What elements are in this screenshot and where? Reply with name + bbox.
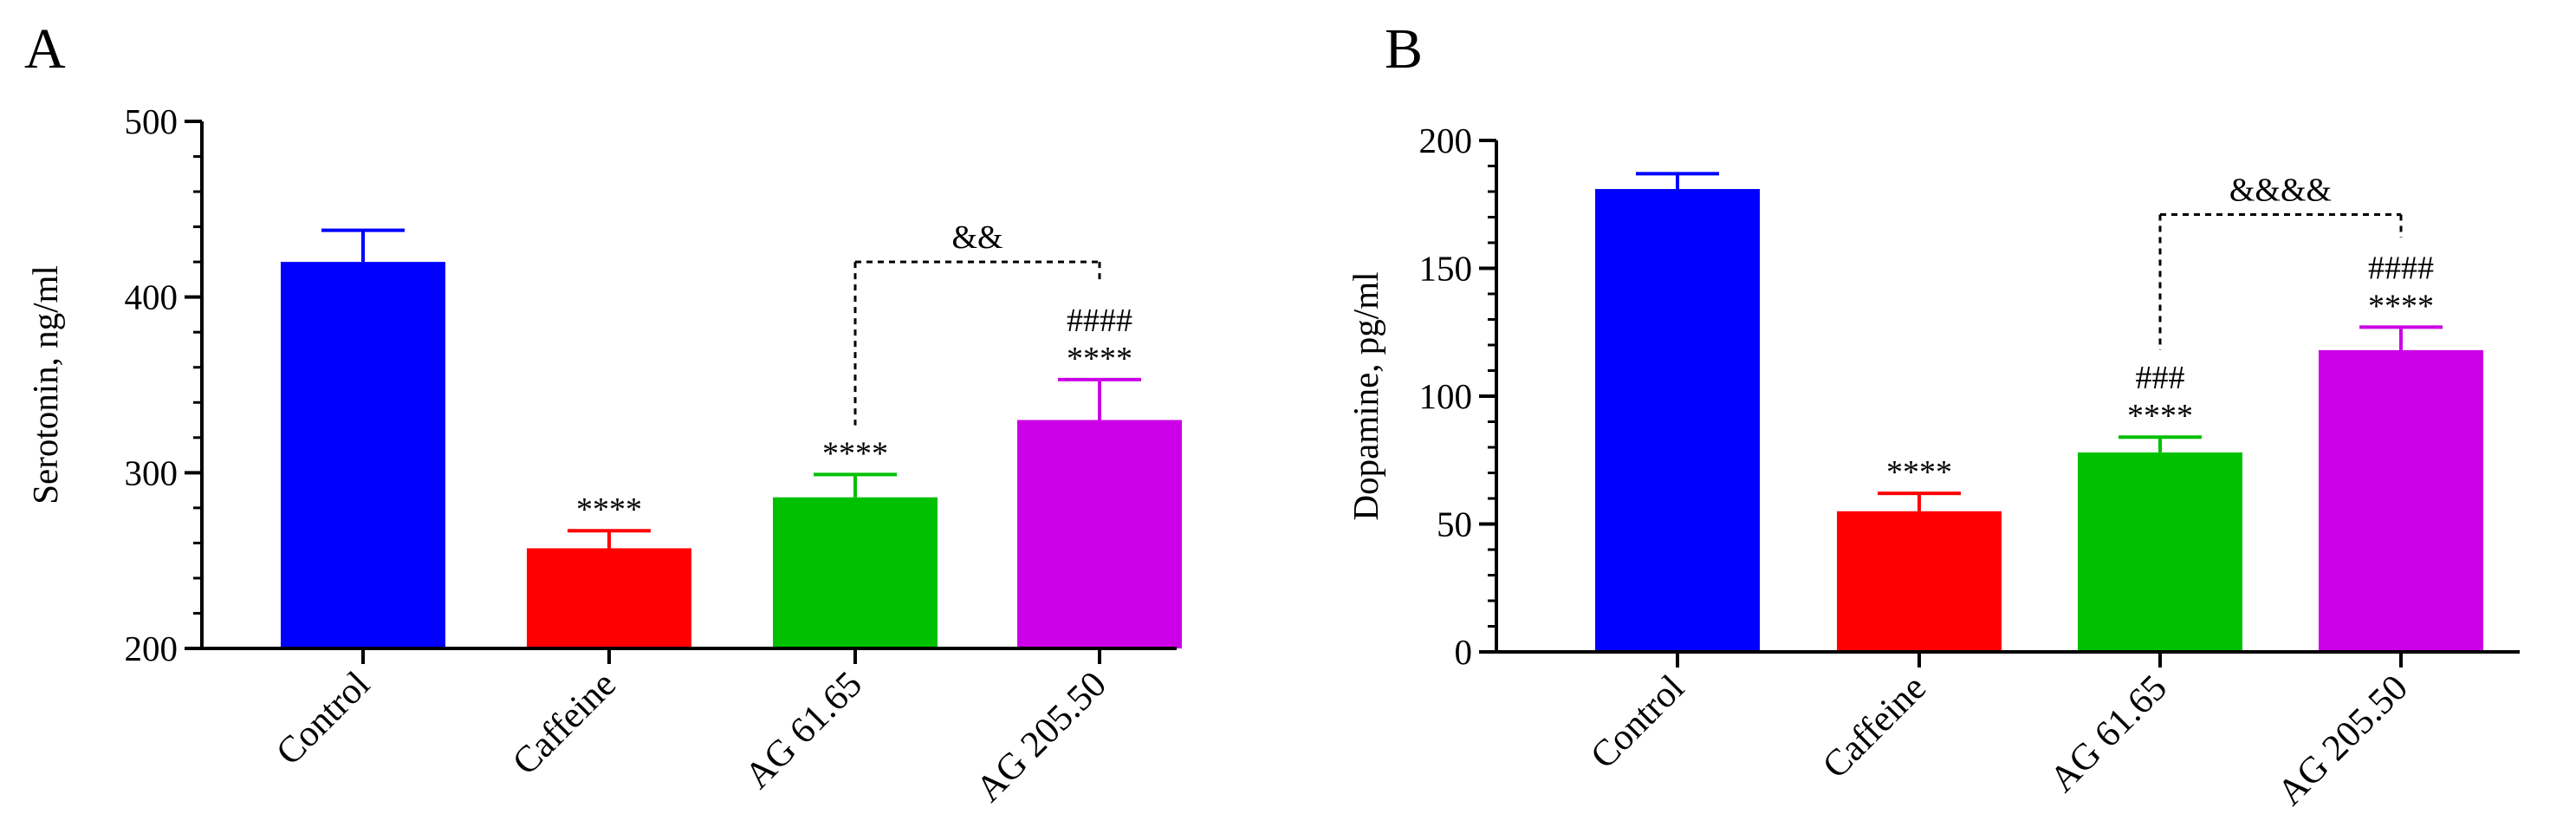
x-tick-label: Control	[1583, 667, 1692, 777]
significance-marker: ****	[1886, 454, 1952, 491]
panel-a: A Serotonin, ng/ml 200 300 400 500 Control Caff…	[24, 17, 1182, 810]
significance-marker: ****	[576, 492, 642, 528]
y-tick-label: 150	[1419, 249, 1473, 289]
panel-letter: A	[24, 17, 66, 81]
significance-marker: ####	[1067, 303, 1132, 339]
x-tick-label: AG 205.50	[969, 664, 1114, 810]
bracket-label: &&	[951, 219, 1002, 256]
y-tick-label: 400	[125, 277, 178, 317]
significance-marker: ###	[2136, 360, 2185, 396]
x-tick-label: AG 61.65	[2042, 667, 2175, 800]
significance-marker: ****	[1067, 341, 1132, 377]
y-tick-label: 50	[1437, 505, 1472, 544]
y-tick-label: 200	[125, 628, 178, 668]
y-axis-label: Serotonin, ng/ml	[25, 265, 65, 505]
x-tick-label: Caffeine	[1815, 667, 1934, 786]
significance-marker: ****	[2127, 398, 2193, 434]
y-tick-label: 0	[1455, 632, 1473, 672]
y-tick-label: 200	[1419, 120, 1473, 160]
x-tick-label: AG 205.50	[2270, 667, 2416, 813]
y-tick-label: 300	[125, 453, 178, 492]
y-axis-label: Dopamine, pg/ml	[1346, 272, 1385, 521]
y-tick-label: 100	[1419, 376, 1473, 416]
panel-b: B Dopamine, pg/ml 0 50 100 150 200 Control Caffe…	[1346, 17, 2520, 813]
x-tick-label: Caffeine	[505, 664, 624, 783]
bar-control	[1595, 189, 1760, 653]
bracket-label: &&&&	[2229, 173, 2332, 209]
x-tick-label: AG 61.65	[737, 664, 870, 797]
significance-marker: ####	[2368, 250, 2434, 286]
bar-ag-61-65	[2078, 452, 2242, 652]
x-tick-label: Control	[269, 664, 378, 773]
bar-ag-205-50	[1017, 420, 1182, 648]
significance-marker: ****	[822, 435, 888, 472]
panel-letter: B	[1385, 17, 1423, 81]
bar-ag-61-65	[773, 497, 938, 648]
bar-ag-205-50	[2319, 349, 2483, 652]
y-tick-label: 500	[125, 101, 178, 141]
bar-control	[281, 262, 445, 648]
significance-marker: ****	[2368, 288, 2434, 324]
bar-caffeine	[527, 548, 691, 648]
bar-caffeine	[1837, 511, 2002, 652]
